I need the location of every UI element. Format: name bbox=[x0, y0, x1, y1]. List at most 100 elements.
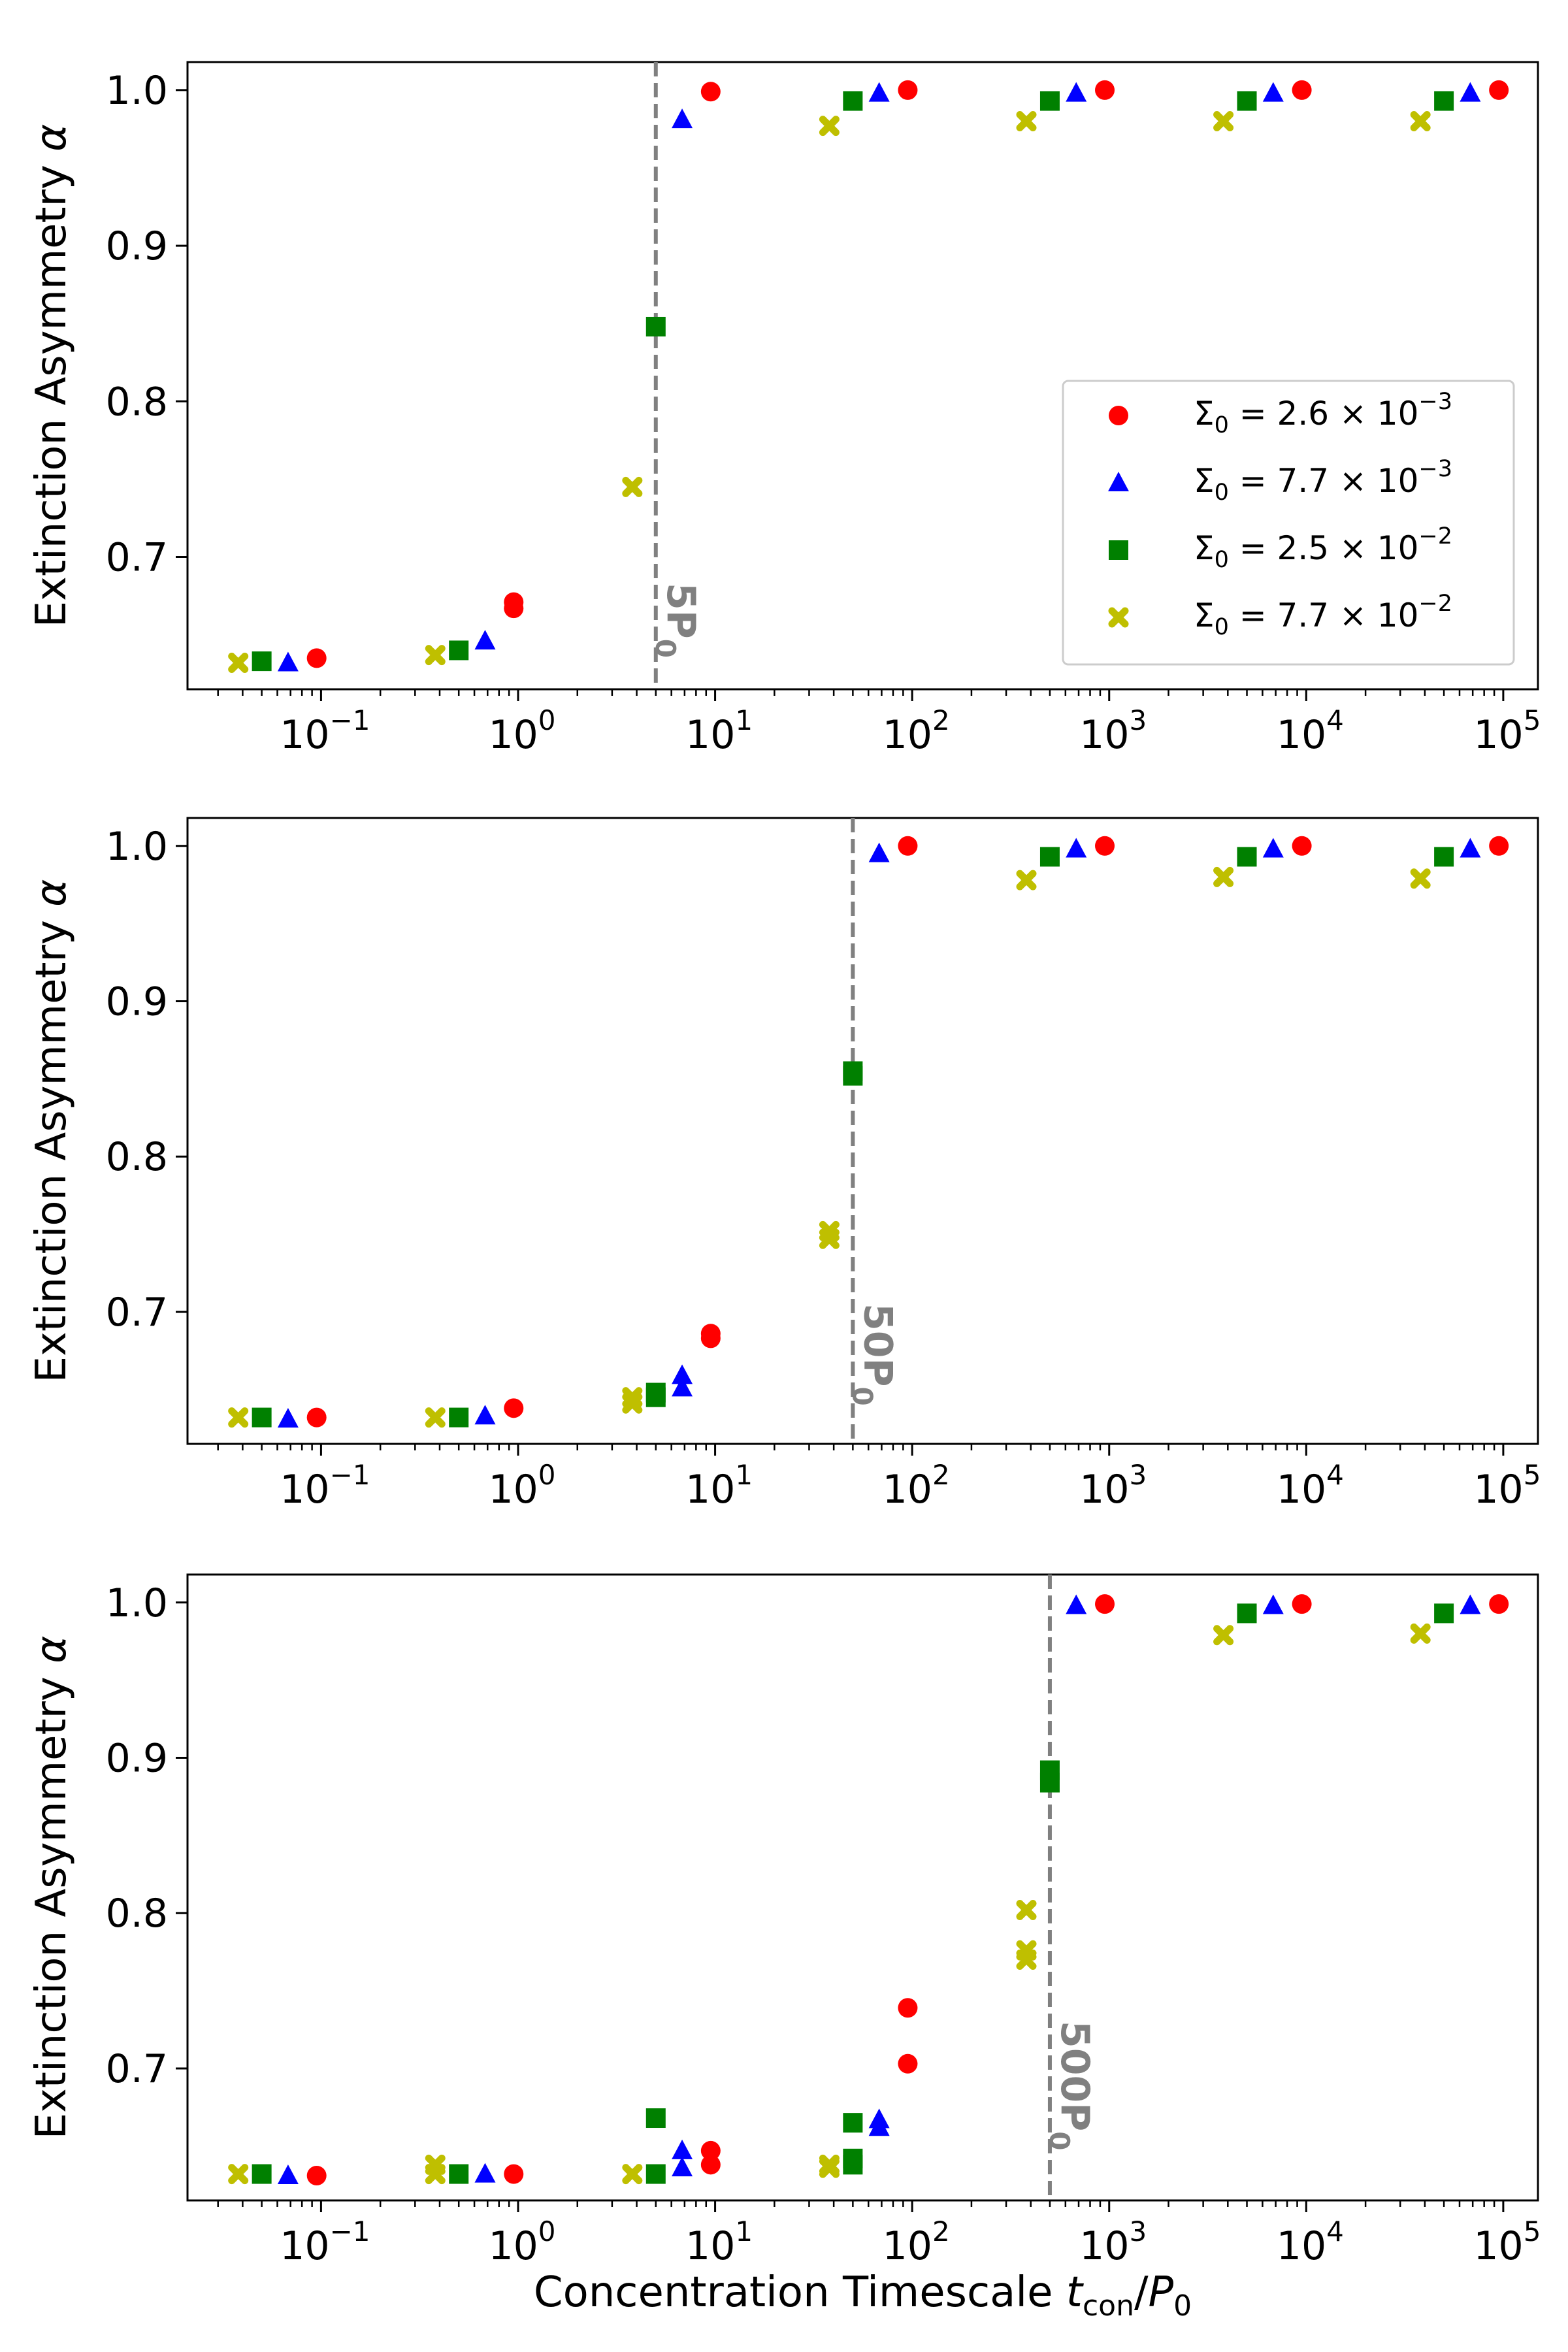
data-point-x bbox=[819, 1220, 840, 1241]
x-tick-label: 105 bbox=[1473, 704, 1541, 758]
data-point-square bbox=[1237, 1603, 1257, 1624]
y-axis-label: Extinction Asymmetry α bbox=[27, 124, 76, 628]
data-point-x bbox=[1213, 866, 1234, 887]
data-point-square bbox=[252, 1407, 272, 1428]
data-point-x bbox=[819, 2154, 840, 2175]
data-point-square bbox=[1237, 91, 1257, 111]
x-tick-label: 104 bbox=[1277, 2215, 1344, 2269]
series-s2 bbox=[277, 1594, 1481, 2184]
y-tick-label: 0.9 bbox=[106, 979, 168, 1025]
plot-frame bbox=[186, 1573, 1539, 2202]
x-tick-label: 100 bbox=[488, 1459, 555, 1512]
data-point-x bbox=[622, 1387, 643, 1408]
data-point-triangle bbox=[1262, 1594, 1284, 1614]
legend: Σ0 = 2.6 × 10−3 Σ0 = 7.7 × 10−3 Σ0 = 2.5 ×… bbox=[1062, 380, 1515, 666]
plot-frame bbox=[186, 61, 1539, 691]
series-s3 bbox=[252, 91, 1454, 672]
data-point-square bbox=[449, 640, 469, 661]
series-s1 bbox=[306, 836, 1509, 1428]
data-point-circle bbox=[306, 1407, 327, 1428]
data-point-x bbox=[228, 2164, 249, 2185]
data-point-x bbox=[1410, 1623, 1431, 1644]
x-tick-label: 101 bbox=[685, 1459, 753, 1512]
x-tick-label: 101 bbox=[685, 704, 753, 758]
data-point-square bbox=[843, 91, 863, 111]
data-point-square bbox=[252, 651, 272, 672]
y-axis-label: Extinction Asymmetry α bbox=[27, 879, 76, 1383]
data-point-triangle bbox=[868, 842, 890, 862]
data-point-square bbox=[843, 2113, 863, 2133]
y-tick-label: 0.8 bbox=[106, 1891, 168, 1936]
data-point-x bbox=[1108, 607, 1129, 628]
data-point-triangle bbox=[1460, 838, 1481, 858]
data-point-circle bbox=[1095, 80, 1115, 100]
data-point-triangle bbox=[277, 1407, 299, 1428]
data-point-circle bbox=[504, 592, 524, 612]
data-point-square bbox=[645, 316, 666, 336]
data-point-circle bbox=[1095, 1594, 1115, 1614]
data-point-circle bbox=[700, 2155, 721, 2175]
data-point-x bbox=[622, 2164, 643, 2185]
data-point-x bbox=[425, 1407, 446, 1428]
data-point-square bbox=[1237, 847, 1257, 867]
data-point-square bbox=[252, 2164, 272, 2184]
data-point-triangle bbox=[277, 651, 299, 672]
legend-box bbox=[1062, 380, 1515, 666]
data-point-triangle bbox=[1066, 82, 1087, 102]
reference-line-label: 5P0 bbox=[649, 583, 704, 658]
data-point-x bbox=[1410, 868, 1431, 889]
x-tick-label: 105 bbox=[1473, 1459, 1541, 1512]
x-tick-label: 104 bbox=[1277, 704, 1344, 758]
data-point-x bbox=[1016, 1940, 1037, 1961]
data-point-circle bbox=[700, 2140, 721, 2161]
data-point-square bbox=[843, 2148, 863, 2168]
x-tick-label: 101 bbox=[685, 2215, 753, 2269]
data-point-triangle bbox=[672, 1364, 693, 1384]
y-tick-label: 0.7 bbox=[106, 1290, 168, 1335]
data-point-x bbox=[1213, 111, 1234, 132]
data-point-circle bbox=[1109, 406, 1128, 425]
data-point-x bbox=[425, 645, 446, 666]
data-point-square bbox=[1039, 91, 1060, 111]
legend-label: Σ0 = 2.5 × 10−2 bbox=[1194, 523, 1452, 573]
data-point-triangle bbox=[474, 630, 496, 650]
x-tick-label: 100 bbox=[488, 2215, 555, 2269]
data-point-circle bbox=[1489, 1594, 1509, 1614]
legend-label: Σ0 = 7.7 × 10−3 bbox=[1194, 456, 1452, 506]
data-point-circle bbox=[306, 2165, 327, 2185]
data-point-triangle bbox=[1108, 472, 1129, 491]
panel-top: 10−1 100 101 102 103 104 105 0.7 0.8 0.9 1.0 Extinc… bbox=[27, 61, 1541, 758]
data-point-x bbox=[1016, 1899, 1037, 1920]
data-point-circle bbox=[898, 2053, 918, 2074]
y-tick-label: 1.0 bbox=[106, 68, 168, 114]
data-point-circle bbox=[1489, 836, 1509, 856]
reference-line-label: 500P0 bbox=[1043, 2021, 1098, 2150]
data-point-square bbox=[449, 2164, 469, 2184]
x-tick-label: 105 bbox=[1473, 2215, 1541, 2269]
data-point-triangle bbox=[1262, 82, 1284, 102]
x-tick-label: 103 bbox=[1079, 1459, 1147, 1512]
series-s1 bbox=[306, 1594, 1509, 2185]
data-point-square bbox=[1434, 847, 1454, 867]
data-point-x bbox=[622, 476, 643, 497]
data-point-triangle bbox=[868, 82, 890, 102]
x-tick-label: 10−1 bbox=[280, 2215, 370, 2269]
data-point-x bbox=[1016, 870, 1037, 890]
data-point-square bbox=[1039, 1760, 1060, 1780]
y-tick-label: 1.0 bbox=[106, 824, 168, 870]
x-tick-label: 102 bbox=[883, 1459, 950, 1512]
data-point-triangle bbox=[672, 2139, 693, 2159]
legend-label: Σ0 = 7.7 × 10−2 bbox=[1194, 591, 1452, 640]
legend-label: Σ0 = 2.6 × 10−3 bbox=[1194, 389, 1452, 438]
data-point-triangle bbox=[1460, 1594, 1481, 1614]
data-point-circle bbox=[306, 648, 327, 668]
data-point-circle bbox=[1489, 80, 1509, 100]
data-point-x bbox=[1410, 111, 1431, 132]
data-point-x bbox=[1016, 111, 1037, 132]
data-point-circle bbox=[898, 1998, 918, 2018]
y-tick-label: 0.9 bbox=[106, 223, 168, 269]
data-point-square bbox=[449, 1407, 469, 1428]
x-tick-label: 100 bbox=[488, 704, 555, 758]
y-tick-label: 0.8 bbox=[106, 379, 168, 425]
